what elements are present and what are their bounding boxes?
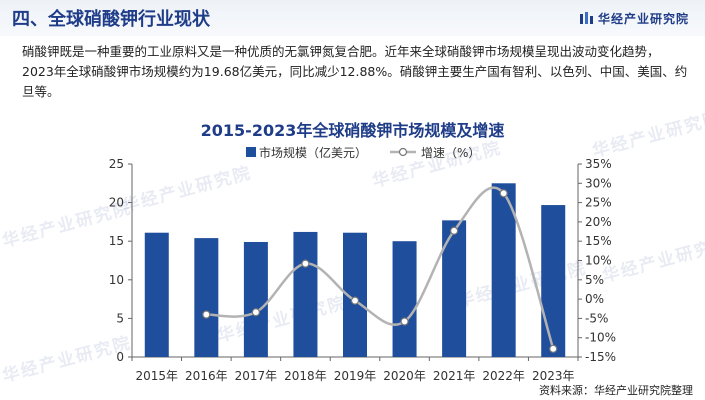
y-tick-label-right: 25%: [585, 196, 612, 210]
bar: [491, 183, 516, 357]
bar: [293, 231, 318, 357]
y-tick-label-left: 20: [109, 196, 124, 210]
page-title: 四、全球硝酸钾行业现状: [12, 9, 210, 30]
growth-point: [350, 296, 360, 305]
bar: [144, 232, 169, 357]
y-tick-label-right: -5%: [585, 311, 608, 325]
x-tick-label: 2020年: [383, 369, 426, 383]
growth-point: [499, 189, 508, 198]
brand-logo-icon: [579, 12, 594, 29]
y-tick-label-right: -10%: [585, 331, 616, 345]
y-tick-label-left: 15: [109, 234, 124, 248]
x-tick-label: 2016年: [185, 369, 228, 383]
x-tick-label: 2018年: [284, 369, 327, 383]
paragraph-line: 旦等。: [22, 84, 60, 99]
brand-name: 华经产业研究院: [597, 12, 689, 26]
y-tick-label-right: 20%: [585, 215, 612, 229]
chart-title: 2015-2023年全球硝酸钾市场规模及增速: [200, 121, 505, 140]
bar: [442, 220, 467, 357]
y-tick-label-right: 35%: [585, 157, 612, 171]
y-tick-label-right: 5%: [585, 273, 604, 287]
growth-point: [549, 344, 558, 353]
x-tick-label: 2017年: [235, 369, 278, 383]
bar: [194, 238, 219, 357]
growth-point: [202, 310, 211, 319]
growth-point: [301, 259, 310, 268]
legend-label-line: 增速（%）: [421, 146, 480, 160]
y-tick-label-right: -15%: [585, 350, 616, 364]
paragraph-line: 硝酸钾既是一种重要的工业原料又是一种优质的无氯钾氮复合肥。近年来全球硝酸钾市场规…: [22, 44, 660, 59]
y-tick-label-right: 15%: [585, 234, 612, 248]
x-tick-label: 2022年: [482, 369, 525, 383]
bar: [541, 205, 566, 357]
bar: [392, 241, 417, 357]
x-tick-label: 2023年: [532, 369, 575, 383]
x-tick-label: 2015年: [136, 369, 179, 383]
y-tick-label-right: 30%: [585, 176, 612, 190]
bar: [243, 241, 268, 357]
x-tick-label: 2021年: [433, 369, 476, 383]
y-tick-label-left: 10: [109, 273, 124, 287]
y-tick-label-right: 10%: [585, 254, 612, 268]
y-tick-label-left: 25: [109, 157, 124, 171]
source-note: 资料来源：华经产业研究院整理: [539, 384, 693, 397]
growth-point: [251, 308, 260, 317]
x-tick-label: 2019年: [334, 369, 377, 383]
legend-label-bar: 市场规模（亿美元）: [259, 145, 367, 160]
legend-bar-swatch: [246, 147, 256, 157]
growth-point: [400, 317, 409, 326]
y-tick-label-left: 0: [116, 350, 124, 364]
legend-line-marker: [398, 147, 408, 157]
growth-point: [450, 226, 459, 235]
paragraph-line: 2023年全球硝酸钾市场规模约为19.68亿美元，同比减少12.88%。硝酸钾主…: [22, 64, 688, 79]
intro-paragraph: 硝酸钾既是一种重要的工业原料又是一种优质的无氯钾氮复合肥。近年来全球硝酸钾市场规…: [22, 42, 690, 102]
brand: 华经产业研究院: [579, 10, 689, 29]
y-tick-label-left: 5: [116, 311, 124, 325]
y-tick-label-right: 0%: [585, 292, 604, 306]
